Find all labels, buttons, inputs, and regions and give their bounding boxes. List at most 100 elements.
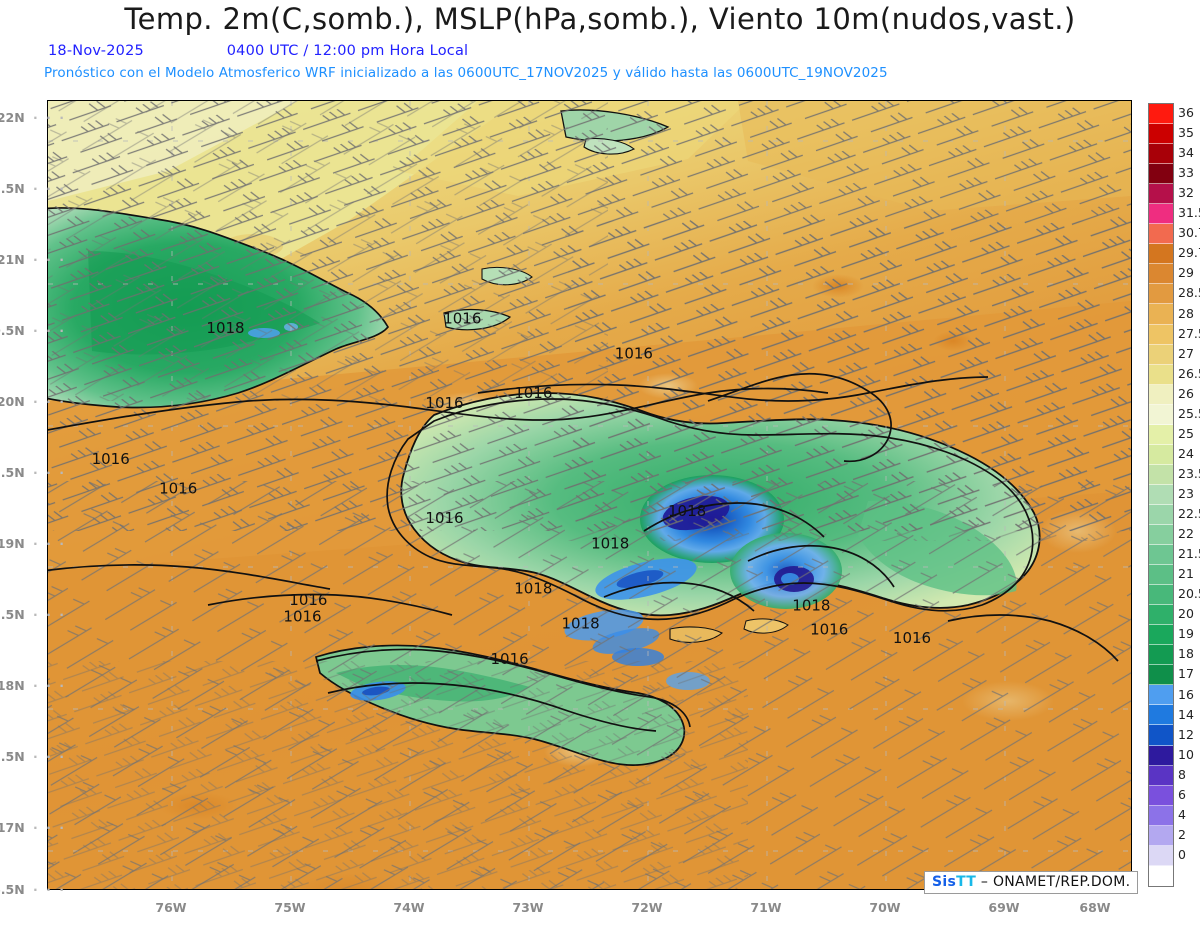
colorbar-swatch — [1149, 144, 1173, 165]
colorbar-swatch — [1149, 204, 1173, 225]
colorbar-tick-label: 20.5 — [1178, 586, 1200, 602]
colorbar-tick-label: 20 — [1178, 606, 1194, 622]
colorbar-swatch — [1149, 184, 1173, 205]
colorbar-tick-label: 19 — [1178, 626, 1194, 642]
colorbar-swatch — [1149, 845, 1173, 866]
colorbar-swatch — [1149, 264, 1173, 285]
isobar-label: 1018 — [562, 615, 600, 633]
forecast-date: 18-Nov-2025 — [48, 43, 144, 59]
isobar-label: 1016 — [893, 629, 931, 647]
isobar-layer — [48, 372, 1119, 732]
colorbar-tick-label: 34 — [1178, 145, 1194, 161]
colorbar-tick-label: 8 — [1178, 766, 1186, 782]
colorbar-swatch — [1149, 324, 1173, 345]
colorbar-swatch — [1149, 725, 1173, 746]
colorbar-tick-label: 29 — [1178, 265, 1194, 281]
colorbar-tick-label: 29.7 — [1178, 245, 1200, 261]
colorbar-tick-label: 32 — [1178, 185, 1194, 201]
colorbar-tick-label: 25.5 — [1178, 405, 1200, 421]
colorbar-swatch — [1149, 605, 1173, 626]
brand-sis-text: Sis — [932, 874, 957, 890]
page-title: Temp. 2m(C,somb.), MSLP(hPa,somb.), Vien… — [124, 2, 1076, 36]
y-tick-4: 20N · · · — [0, 394, 66, 409]
colorbar-tick-label: 27.5 — [1178, 325, 1200, 341]
map-plot-area[interactable]: 1016 1016 1016 1016 1016 1016 1016 1016 1016 1016… — [47, 100, 1132, 890]
colorbar-swatch — [1149, 685, 1173, 706]
forecast-datetime-row: 18-Nov-2025 0400 UTC / 12:00 pm Hora Loc… — [48, 43, 468, 59]
brand-pi-text: TT — [956, 874, 977, 890]
colorbar-tick-label: 22.5 — [1178, 506, 1200, 522]
colorbar-tick-label: 0 — [1178, 846, 1186, 862]
colorbar-swatch — [1149, 665, 1173, 686]
colorbar-swatch — [1149, 424, 1173, 445]
colorbar-tick-label: 33 — [1178, 165, 1194, 181]
colorbar-swatch — [1149, 284, 1173, 305]
colorbar-swatch — [1149, 364, 1173, 385]
colorbar-tick-label: 14 — [1178, 706, 1194, 722]
isobar-label: 1018 — [668, 502, 706, 520]
colorbar-tick-label: 18 — [1178, 646, 1194, 662]
y-tick-1: 21.5N · · · — [0, 181, 66, 196]
y-tick-8: 18N · · · — [0, 678, 66, 693]
colorbar-tick-label: 30.7 — [1178, 225, 1200, 241]
y-tick-7: 18.5N · · · — [0, 607, 66, 622]
colorbar-tick-label: 26.5 — [1178, 365, 1200, 381]
y-tick-3: 20.5N · · · — [0, 323, 66, 338]
colorbar-tick-labels: 363534333231.530.729.72928.52827.52726.5… — [1178, 103, 1200, 887]
colorbar-swatch — [1149, 124, 1173, 145]
x-tick-3: 73W — [512, 900, 544, 915]
y-tick-9: 17.5N · · · — [0, 749, 66, 764]
colorbar-swatch — [1149, 384, 1173, 405]
colorbar-swatch — [1149, 785, 1173, 806]
colorbar-swatch — [1149, 484, 1173, 505]
y-tick-0: 22N · · · — [0, 110, 66, 125]
colorbar-swatch — [1149, 805, 1173, 826]
colorbar-swatch — [1149, 444, 1173, 465]
temperature-colorbar[interactable] — [1148, 103, 1174, 887]
x-tick-5: 71W — [750, 900, 782, 915]
colorbar-swatch — [1149, 625, 1173, 646]
isobar-label: 1016 — [92, 450, 130, 468]
x-tick-0: 76W — [155, 900, 187, 915]
colorbar-swatch — [1149, 745, 1173, 766]
isobar-label: 1016 — [615, 345, 653, 363]
isobar-label: 1018 — [792, 596, 830, 614]
colorbar-tick-label: 24 — [1178, 445, 1194, 461]
chart-header: Temp. 2m(C,somb.), MSLP(hPa,somb.), Vien… — [0, 0, 1200, 92]
colorbar-swatch — [1149, 404, 1173, 425]
colorbar-swatch — [1149, 164, 1173, 185]
colorbar-swatch — [1149, 244, 1173, 265]
colorbar-tick-label: 12 — [1178, 726, 1194, 742]
colorbar-tick-label: 26 — [1178, 385, 1194, 401]
colorbar-tick-label: 35 — [1178, 125, 1194, 141]
colorbar-swatch — [1149, 645, 1173, 666]
colorbar-swatch — [1149, 104, 1173, 125]
colorbar-tick-label: 23 — [1178, 486, 1194, 501]
isobar-label: 1016 — [443, 309, 481, 327]
y-tick-6: 19N · · · — [0, 536, 66, 551]
isobar-label: 1018 — [514, 580, 552, 598]
isobar-label: 1016 — [491, 650, 529, 668]
y-tick-11: 16.5N · · · — [0, 882, 66, 897]
x-tick-2: 74W — [393, 900, 425, 915]
colorbar-tick-label: 10 — [1178, 746, 1194, 762]
colorbar-tick-label: 4 — [1178, 806, 1186, 822]
colorbar-tick-label: 27 — [1178, 345, 1194, 361]
isobar-label: 1018 — [206, 319, 244, 337]
colorbar-swatch — [1149, 464, 1173, 485]
colorbar-tick-label: 17 — [1178, 666, 1194, 682]
forecast-time: 0400 UTC / 12:00 pm Hora Local — [226, 43, 469, 59]
y-tick-2: 21N · · · — [0, 252, 66, 267]
isobar-label: 1016 — [159, 480, 197, 498]
y-tick-5: 19.5N · · · — [0, 465, 66, 480]
colorbar-swatch — [1149, 344, 1173, 365]
x-tick-8: 68W — [1079, 900, 1111, 915]
colorbar-swatch — [1149, 765, 1173, 786]
colorbar-tick-label: 31.5 — [1178, 205, 1200, 221]
colorbar-tick-label: 23.5 — [1178, 465, 1200, 481]
colorbar-swatch — [1149, 545, 1173, 566]
colorbar-swatch — [1149, 224, 1173, 245]
x-tick-6: 70W — [869, 900, 901, 915]
colorbar-swatch — [1149, 705, 1173, 726]
colorbar-swatch — [1149, 304, 1173, 325]
